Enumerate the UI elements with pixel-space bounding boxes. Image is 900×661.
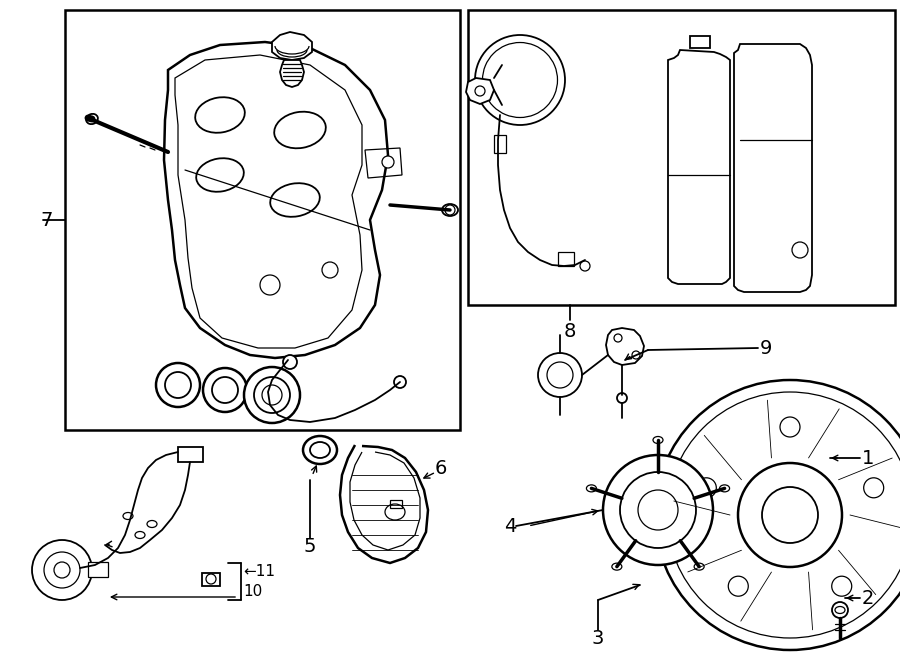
Circle shape [667,392,900,638]
Circle shape [156,363,200,407]
Bar [178,447,203,462]
Polygon shape [606,328,644,365]
Circle shape [44,552,80,588]
Polygon shape [272,32,312,60]
Ellipse shape [123,512,133,520]
Circle shape [244,367,300,423]
Ellipse shape [442,204,458,216]
Ellipse shape [653,436,663,444]
Text: 7: 7 [40,210,52,229]
Ellipse shape [587,485,597,492]
Circle shape [832,602,848,618]
Circle shape [254,377,290,413]
Ellipse shape [303,436,337,464]
Bar [494,135,506,153]
Polygon shape [164,42,388,358]
Ellipse shape [195,97,245,133]
Circle shape [620,472,696,548]
Text: ←11: ←11 [243,564,275,580]
Circle shape [762,487,818,543]
Bar [202,573,220,586]
Circle shape [262,385,282,405]
Circle shape [832,576,851,596]
Ellipse shape [135,531,145,539]
Polygon shape [280,60,304,87]
Polygon shape [734,44,812,292]
Circle shape [728,576,748,596]
Text: 1: 1 [862,449,875,467]
Circle shape [212,377,238,403]
Bar [468,10,895,305]
Bar [65,10,460,430]
Ellipse shape [720,485,730,492]
Ellipse shape [196,158,244,192]
Ellipse shape [310,442,330,458]
Ellipse shape [694,563,704,570]
Text: 6: 6 [435,459,447,477]
Circle shape [283,355,297,369]
Circle shape [475,86,485,96]
Ellipse shape [270,183,320,217]
Circle shape [580,261,590,271]
Text: 5: 5 [304,537,316,555]
Circle shape [655,380,900,650]
Circle shape [792,242,808,258]
Circle shape [617,393,627,403]
Circle shape [638,490,678,530]
Circle shape [603,455,713,565]
Polygon shape [350,452,420,550]
Circle shape [864,478,884,498]
Circle shape [165,372,191,398]
Polygon shape [668,50,730,284]
Bar [558,252,574,266]
Circle shape [738,463,842,567]
Circle shape [260,275,280,295]
Ellipse shape [835,607,845,613]
Bar [390,500,402,508]
Circle shape [203,368,247,412]
Text: 4: 4 [504,516,517,535]
Ellipse shape [612,563,622,570]
Circle shape [538,353,582,397]
Bar [88,562,108,577]
Circle shape [547,362,573,388]
Circle shape [614,334,622,342]
Circle shape [697,478,716,498]
Ellipse shape [385,504,405,520]
Circle shape [445,205,455,215]
Circle shape [632,351,640,359]
Ellipse shape [147,520,157,527]
Text: 10: 10 [243,584,262,600]
Ellipse shape [86,114,98,124]
Circle shape [394,376,406,388]
Ellipse shape [274,112,326,148]
Circle shape [32,540,92,600]
Circle shape [322,262,338,278]
Circle shape [206,574,216,584]
Polygon shape [340,445,428,563]
Circle shape [382,156,394,168]
Text: 2: 2 [862,588,875,607]
Text: 8: 8 [563,322,576,341]
Polygon shape [466,78,494,104]
Text: 3: 3 [592,629,604,648]
Circle shape [780,417,800,437]
Text: 9: 9 [760,338,772,358]
Circle shape [54,562,70,578]
